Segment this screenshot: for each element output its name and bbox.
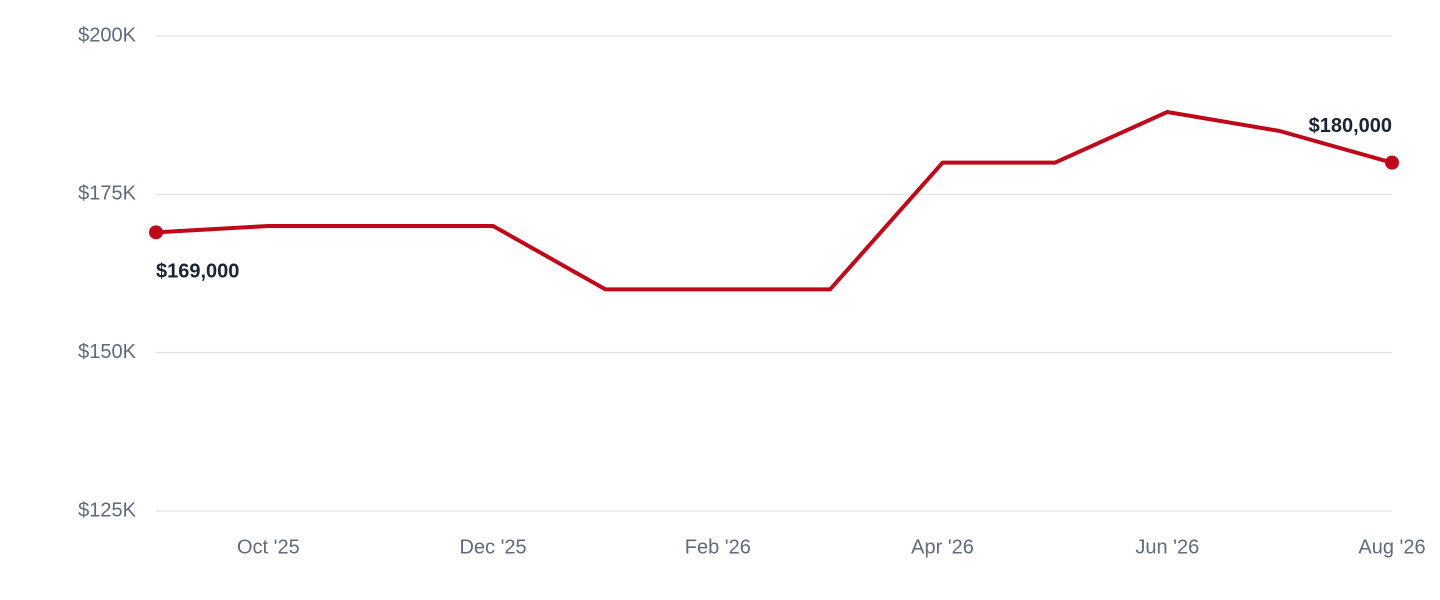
x-tick-label: Oct '25: [237, 536, 300, 558]
y-tick-label: $150K: [78, 341, 136, 363]
end-point: [1385, 155, 1399, 170]
x-tick-label: Dec '25: [459, 536, 526, 558]
value-label: $180,000: [1309, 115, 1392, 137]
x-tick-label: Feb '26: [685, 536, 751, 558]
x-tick-label: Apr '26: [911, 536, 974, 558]
value-label: $169,000: [156, 261, 239, 283]
y-tick-label: $175K: [78, 183, 136, 205]
line: [155, 110, 1393, 292]
y-tick-label: $125K: [78, 499, 136, 521]
y-tick-label: $200K: [78, 24, 136, 46]
x-tick-label: Aug '26: [1358, 536, 1425, 558]
end-point: [149, 225, 163, 240]
x-tick-label: Jun '26: [1135, 536, 1199, 558]
